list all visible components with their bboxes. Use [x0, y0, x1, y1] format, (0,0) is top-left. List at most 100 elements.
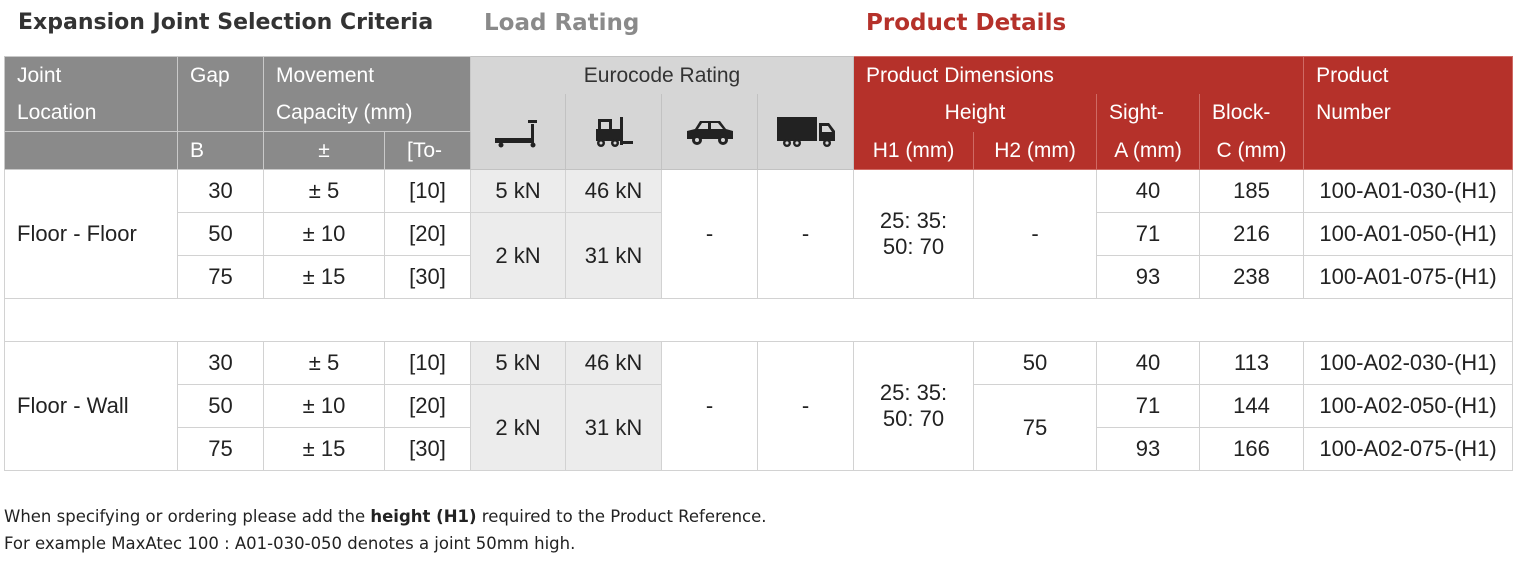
h1-cell: 25: 35: 50: 70 — [853, 341, 975, 471]
header-block-line1: Block- — [1199, 94, 1305, 132]
footnote-line1: When specifying or ordering please add t… — [4, 503, 767, 530]
movement-to-cell: [10] — [383, 341, 472, 385]
footnote-line1-bold: height (H1) — [370, 507, 477, 526]
block-cell: 113 — [1199, 341, 1305, 385]
header-movement-line1: Movement — [276, 64, 375, 87]
header-icon-pallet-truck — [470, 94, 567, 170]
load-pallet-cell: 2 kN — [470, 212, 567, 299]
gap-cell: 50 — [177, 384, 264, 428]
table-row: Floor - Wall 30 ± 5 [10] 5 kN 46 kN - - … — [4, 341, 1514, 471]
footnote-line1-pre: When specifying or ordering please add t… — [4, 507, 371, 526]
car-icon — [686, 120, 733, 145]
load-car-cell: - — [661, 169, 759, 299]
header-icon-truck — [757, 94, 855, 170]
h1-line2: 50: 70 — [882, 234, 945, 259]
block-cell: 144 — [1199, 384, 1305, 428]
header-gap-sub: B — [177, 131, 264, 170]
sight-cell: 93 — [1096, 427, 1201, 471]
footnote: When specifying or ordering please add t… — [4, 503, 767, 557]
header-gap: Gap — [177, 56, 264, 132]
sight-cell: 40 — [1096, 341, 1201, 385]
header-icon-forklift — [565, 94, 663, 170]
load-pallet-cell: 5 kN — [470, 169, 567, 213]
section-titles: Expansion Joint Selection Criteria Load … — [18, 10, 1508, 40]
table-row: Floor - Floor 30 ± 5 [10] 5 kN 46 kN - -… — [4, 169, 1514, 299]
joint-location-cell: Floor - Wall — [4, 341, 178, 471]
header-product-number: Product Number — [1303, 56, 1514, 132]
movement-pm-cell: ± 10 — [263, 212, 385, 256]
header-height: Height — [853, 94, 1098, 132]
block-cell: 216 — [1199, 212, 1305, 256]
movement-pm-cell: ± 5 — [263, 169, 385, 213]
header-joint-location: Joint Location — [4, 56, 178, 132]
gap-cell: 30 — [177, 341, 264, 385]
spacer-row — [3, 298, 1514, 342]
load-forklift-cell: 46 kN — [565, 341, 663, 385]
movement-to-cell: [10] — [383, 169, 472, 213]
header-product-number-line2: Number — [1316, 101, 1391, 124]
load-car-cell: - — [661, 341, 759, 471]
truck-icon — [776, 116, 835, 147]
sight-cell: 40 — [1096, 169, 1201, 213]
gap-cell: 30 — [177, 169, 264, 213]
header-gap-label: Gap — [190, 64, 230, 87]
footnote-line2: For example MaxAtec 100 : A01-030-050 de… — [4, 534, 576, 553]
movement-to-cell: [20] — [383, 212, 472, 256]
block-cell: 238 — [1199, 255, 1305, 299]
header-joint-location-sub — [4, 131, 178, 170]
product-number-cell: 100-A01-030-(H1) — [1303, 169, 1514, 213]
gap-cell: 75 — [177, 255, 264, 299]
joint-location-cell: Floor - Floor — [4, 169, 178, 299]
product-number-cell: 100-A01-050-(H1) — [1303, 212, 1514, 256]
header-icon-car — [661, 94, 759, 170]
header-movement-to: [To- — [383, 131, 472, 170]
h1-line1: 25: 35: — [879, 380, 948, 405]
load-truck-cell: - — [757, 169, 855, 299]
table-row: 50 ± 10 [20] 2 kN 31 kN 71 216 100-A01-0… — [5, 212, 1514, 299]
header-movement-capacity: Movement Capacity (mm) — [262, 56, 472, 132]
sight-cell: 71 — [1096, 384, 1201, 428]
sight-cell: 71 — [1096, 212, 1201, 256]
header-movement-line2: Capacity (mm) — [276, 101, 413, 124]
header-h2: H2 (mm) — [973, 131, 1098, 170]
block-cell: 185 — [1199, 169, 1305, 213]
pallet-truck-icon — [495, 119, 538, 147]
forklift-icon — [595, 116, 633, 147]
header-h1: H1 (mm) — [853, 131, 975, 170]
table-row: 75 ± 15 [30] 93 238 100-A01-075-(H1) — [5, 255, 1514, 299]
h2-cell: 75 — [973, 384, 1098, 471]
sight-cell: 93 — [1096, 255, 1201, 299]
header-joint-location-line1: Joint — [17, 64, 62, 87]
product-number-cell: 100-A01-075-(H1) — [1303, 255, 1514, 299]
load-forklift-cell: 31 kN — [565, 212, 663, 299]
table-row: 50 ± 10 [20] 2 kN 31 kN 75 71 144 100-A0… — [5, 384, 1514, 471]
movement-pm-cell: ± 15 — [263, 255, 385, 299]
table-row: 75 ± 15 [30] 93 166 100-A02-075-(H1) — [5, 427, 1514, 471]
block-cell: 166 — [1199, 427, 1305, 471]
product-number-cell: 100-A02-050-(H1) — [1303, 384, 1514, 428]
title-load-rating: Load Rating — [484, 10, 640, 36]
movement-to-cell: [30] — [383, 427, 472, 471]
header-product-number-line1: Product — [1316, 64, 1389, 87]
expansion-joint-table: Joint Location Gap Movement Capacity (mm… — [3, 56, 1514, 471]
load-forklift-cell: 31 kN — [565, 384, 663, 471]
header-sight-line2: A (mm) — [1096, 131, 1201, 170]
header-sight-line1: Sight- — [1096, 94, 1201, 132]
header-product-dimensions: Product Dimensions — [853, 56, 1305, 94]
h1-line2: 50: 70 — [882, 406, 945, 431]
load-pallet-cell: 2 kN — [470, 384, 567, 471]
h1-line1: 25: 35: — [879, 208, 948, 233]
header-joint-location-line2: Location — [17, 101, 97, 124]
spacer-cell — [3, 298, 1514, 342]
header-product-number-sub — [1303, 131, 1514, 170]
movement-to-cell: [20] — [383, 384, 472, 428]
footnote-line1-post: required to the Product Reference. — [476, 507, 767, 526]
product-number-cell: 100-A02-075-(H1) — [1303, 427, 1514, 471]
movement-pm-cell: ± 5 — [263, 341, 385, 385]
h2-cell: - — [973, 169, 1098, 299]
h1-cell: 25: 35: 50: 70 — [853, 169, 975, 299]
movement-to-cell: [30] — [383, 255, 472, 299]
header-eurocode-rating: Eurocode Rating — [470, 56, 855, 94]
header-movement-pm: ± — [263, 131, 385, 170]
header-block-line2: C (mm) — [1199, 131, 1305, 170]
